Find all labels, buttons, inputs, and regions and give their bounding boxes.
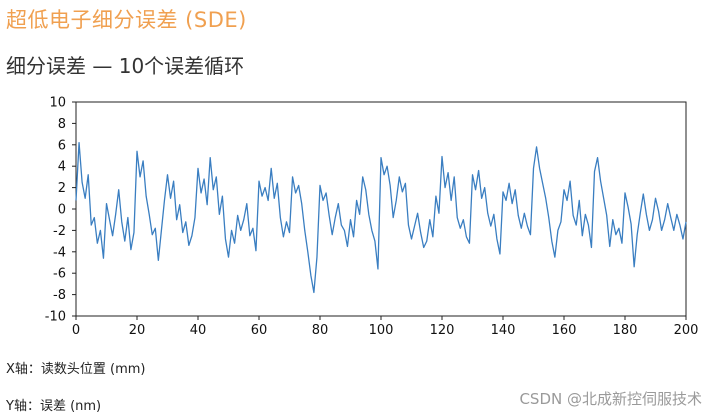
- y-tick-label: 8: [58, 117, 66, 132]
- x-axis-ticks: 0 20 40 60 80 100 120 140 160 180 200: [72, 316, 699, 338]
- y-tick-label: 4: [58, 160, 66, 175]
- x-axis-note: X轴：读数头位置 (mm): [6, 362, 146, 377]
- x-tick-label: 140: [491, 323, 516, 338]
- y-tick-label: -6: [53, 267, 66, 282]
- chart-subtitle: 细分误差 — 10个误差循环: [6, 54, 245, 78]
- y-tick-label: -2: [53, 224, 66, 239]
- y-axis-note: Y轴：误差 (nm): [6, 399, 102, 414]
- page-title: 超低电子细分误差 (SDE): [6, 8, 247, 32]
- x-tick-label: 60: [251, 323, 268, 338]
- watermark: CSDN @北成新控伺服技术: [519, 390, 702, 408]
- y-axis-ticks: 10 8 6 4 2 0 -2 -4 -6 -8 -10: [45, 96, 76, 325]
- x-tick-label: 180: [613, 323, 638, 338]
- plot-frame: [75, 101, 687, 317]
- y-tick-label: 10: [49, 96, 66, 111]
- y-tick-label: -4: [53, 245, 66, 260]
- y-tick-label: 2: [58, 181, 66, 196]
- y-tick-label: 6: [58, 138, 66, 153]
- y-tick-label: 0: [58, 203, 66, 218]
- x-tick-label: 80: [312, 323, 329, 338]
- y-tick-label: -10: [45, 310, 66, 325]
- series-layer: [75, 142, 687, 294]
- x-tick-label: 0: [72, 323, 80, 338]
- x-tick-label: 20: [129, 323, 146, 338]
- y-tick-label: -8: [53, 288, 66, 303]
- x-tick-label: 40: [190, 323, 207, 338]
- x-tick-label: 100: [369, 323, 394, 338]
- x-tick-label: 160: [552, 323, 577, 338]
- x-tick-label: 200: [674, 323, 699, 338]
- series-line: [75, 142, 687, 294]
- x-tick-label: 120: [430, 323, 455, 338]
